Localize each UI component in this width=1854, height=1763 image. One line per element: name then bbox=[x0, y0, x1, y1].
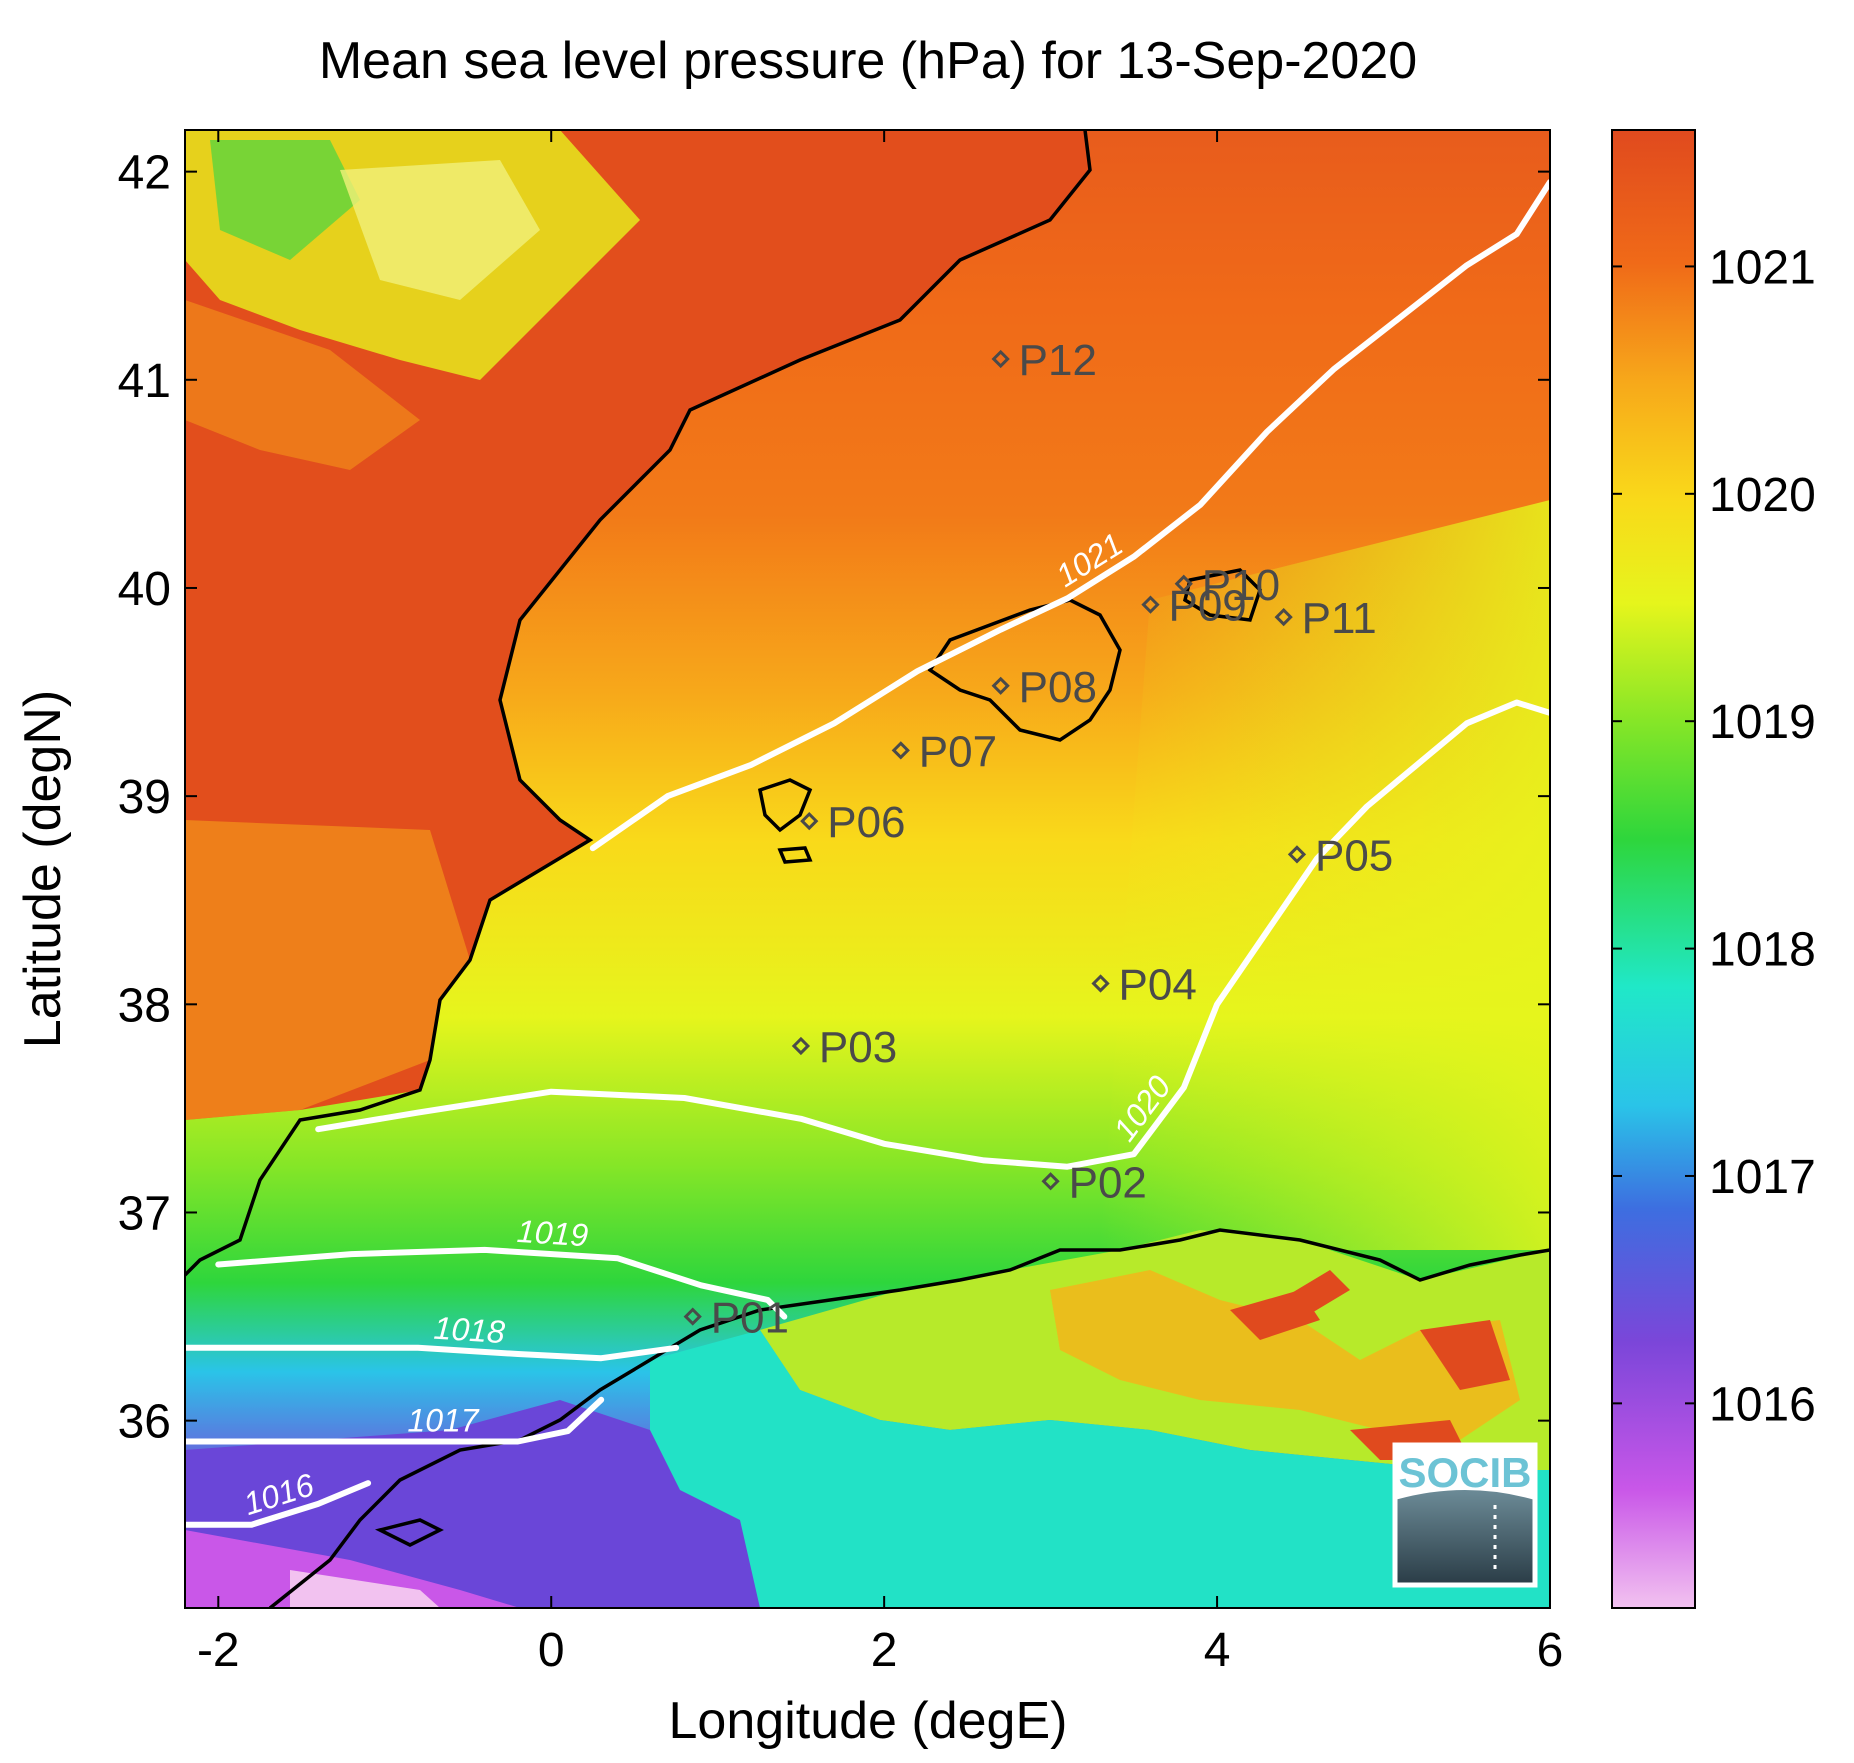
formentera-coastline bbox=[777, 846, 813, 864]
station-p01: P01 bbox=[683, 1294, 789, 1343]
colorbar-ticks: 1016 1017 1018 1019 1020 1021 bbox=[1612, 241, 1816, 1431]
x-tick-label: -2 bbox=[197, 1624, 240, 1677]
station-p04: P04 bbox=[1091, 960, 1197, 1009]
station-marker-icon bbox=[683, 1307, 702, 1326]
isobar-line-1016 bbox=[185, 1480, 372, 1528]
isobar-label: 1017 bbox=[407, 1403, 479, 1439]
station-p08: P08 bbox=[991, 663, 1097, 712]
station-p07: P07 bbox=[891, 727, 997, 776]
y-tick-label: 42 bbox=[118, 147, 171, 200]
africa-coastline bbox=[268, 1228, 1550, 1608]
colorbar-tick-label: 1019 bbox=[1709, 696, 1816, 749]
station-marker-icon bbox=[800, 811, 819, 831]
x-axis-title: Longitude (degE) bbox=[669, 1692, 1068, 1750]
station-p11: P11 bbox=[1274, 594, 1377, 643]
station-marker-icon bbox=[991, 676, 1010, 695]
station-label: P11 bbox=[1302, 594, 1377, 643]
socib-logo: SOCIB bbox=[1392, 1442, 1538, 1588]
station-label: P12 bbox=[1019, 336, 1097, 385]
station-p06: P06 bbox=[800, 798, 906, 847]
x-tick-label: 6 bbox=[1537, 1624, 1564, 1677]
isobar-line-1020 bbox=[315, 699, 1550, 1170]
y-axis-title: Latitude (degN) bbox=[14, 690, 72, 1048]
ibiza-coastline bbox=[757, 778, 813, 833]
x-tick-label: 4 bbox=[1204, 1624, 1231, 1677]
y-tick-label: 40 bbox=[118, 563, 171, 616]
y-tick-label: 39 bbox=[118, 771, 171, 824]
station-marker-icon bbox=[791, 1036, 811, 1056]
colorbar-tick-label: 1021 bbox=[1709, 241, 1816, 294]
colorbar-tick-label: 1017 bbox=[1709, 1151, 1816, 1204]
station-label: P07 bbox=[919, 727, 997, 776]
colorbar: 1016 1017 1018 1019 1020 1021 bbox=[1611, 129, 1816, 1609]
coastlines bbox=[185, 130, 1550, 1608]
station-marker-icon bbox=[1274, 607, 1293, 627]
isobar-label: 1018 bbox=[433, 1310, 507, 1350]
station-p10: P10 bbox=[1174, 561, 1280, 610]
y-tick-label: 41 bbox=[118, 355, 171, 408]
station-p12: P12 bbox=[991, 336, 1097, 385]
station-label: P10 bbox=[1202, 561, 1280, 610]
x-tick-label: 0 bbox=[538, 1624, 565, 1677]
isobar-label: 1019 bbox=[516, 1213, 590, 1253]
chart-title: Mean sea level pressure (hPa) for 13-Sep… bbox=[319, 32, 1417, 90]
station-marker-icon bbox=[1174, 574, 1193, 593]
station-label: P05 bbox=[1315, 831, 1393, 880]
isobar-line-1018 bbox=[185, 1344, 680, 1362]
station-marker-icon bbox=[1287, 845, 1307, 864]
colorbar-tick-label: 1020 bbox=[1709, 469, 1816, 522]
station-p02: P02 bbox=[1041, 1158, 1147, 1207]
alboran-coastline bbox=[374, 1518, 444, 1547]
station-marker-icon bbox=[1141, 595, 1160, 614]
station-p03: P03 bbox=[791, 1023, 897, 1072]
iberia-coastline bbox=[185, 130, 1092, 1277]
colorbar-scale bbox=[1611, 129, 1696, 1609]
menorca-coastline bbox=[1182, 568, 1263, 622]
station-marker-icon bbox=[891, 741, 910, 760]
plot-frame bbox=[184, 129, 1551, 1609]
y-tick-label: 37 bbox=[118, 1187, 171, 1240]
station-label: P03 bbox=[819, 1023, 897, 1072]
y-tick-label: 38 bbox=[118, 979, 171, 1032]
colorbar-tick-label: 1016 bbox=[1709, 1378, 1816, 1431]
colorbar-tick-label: 1018 bbox=[1709, 924, 1816, 977]
station-label: P04 bbox=[1119, 960, 1197, 1009]
station-marker-icon bbox=[1091, 974, 1110, 993]
mallorca-coastline bbox=[927, 598, 1122, 742]
station-marker-icon bbox=[1041, 1172, 1060, 1191]
x-axis: -2 0 2 4 6 bbox=[197, 130, 1563, 1677]
station-label: P02 bbox=[1069, 1158, 1147, 1207]
station-label: P01 bbox=[711, 1294, 789, 1343]
y-tick-label: 36 bbox=[118, 1396, 171, 1449]
isobar-line-1021 bbox=[589, 179, 1550, 852]
socib-logo-text: SOCIB bbox=[1398, 1449, 1531, 1496]
y-axis: 36 37 38 39 40 41 42 bbox=[118, 147, 1550, 1449]
x-tick-label: 2 bbox=[871, 1624, 898, 1677]
station-p05: P05 bbox=[1287, 831, 1393, 880]
station-marker-icon bbox=[991, 349, 1010, 369]
isobar-line-1017 bbox=[185, 1396, 605, 1445]
station-label: P08 bbox=[1019, 663, 1097, 712]
isobar-line-1019 bbox=[215, 1246, 788, 1320]
station-label: P06 bbox=[827, 798, 905, 847]
